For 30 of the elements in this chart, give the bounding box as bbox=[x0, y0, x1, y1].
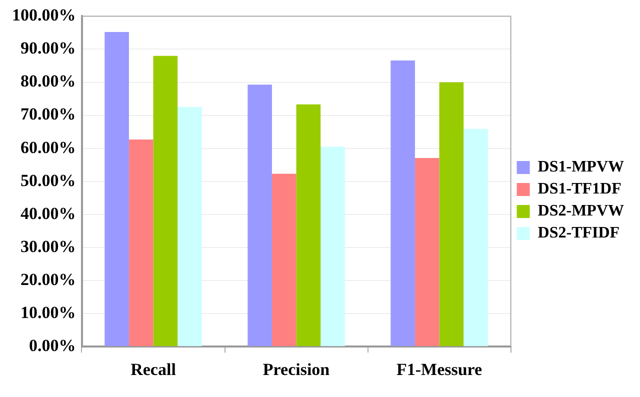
bar bbox=[414, 158, 440, 346]
bar bbox=[248, 84, 272, 346]
y-tick-label: 80.00% bbox=[20, 72, 76, 91]
bar bbox=[272, 174, 296, 346]
y-tick-label: 60.00% bbox=[20, 138, 76, 157]
bar bbox=[464, 128, 488, 346]
bar bbox=[439, 82, 464, 346]
bar bbox=[153, 56, 178, 346]
legend-label: DS1-MPVW bbox=[538, 158, 624, 176]
x-tick-label: F1-Messure bbox=[396, 360, 483, 380]
bar bbox=[320, 146, 345, 346]
y-tick-label: 70.00% bbox=[20, 104, 76, 124]
y-tick-label: 90.00% bbox=[20, 38, 76, 58]
y-tick-label: 0.00% bbox=[29, 336, 76, 355]
y-tick-label: 20.00% bbox=[20, 270, 76, 289]
bar bbox=[296, 104, 321, 346]
bar bbox=[178, 107, 202, 346]
y-tick-label: 100.00% bbox=[12, 6, 76, 25]
legend-label: DS2-TFIDF bbox=[538, 224, 620, 242]
y-tick-label: 10.00% bbox=[20, 302, 76, 322]
legend-label: DS1-TF1DF bbox=[538, 180, 622, 198]
bar bbox=[390, 60, 415, 346]
x-tick-label: Precision bbox=[262, 360, 330, 380]
y-tick-label: 50.00% bbox=[20, 170, 76, 190]
bar bbox=[128, 139, 154, 346]
x-tick-label: Recall bbox=[130, 360, 176, 380]
y-tick-label: 30.00% bbox=[20, 236, 76, 256]
bar bbox=[104, 32, 129, 346]
y-tick-label: 40.00% bbox=[20, 204, 76, 223]
legend-label: DS2-MPVW bbox=[538, 202, 624, 220]
